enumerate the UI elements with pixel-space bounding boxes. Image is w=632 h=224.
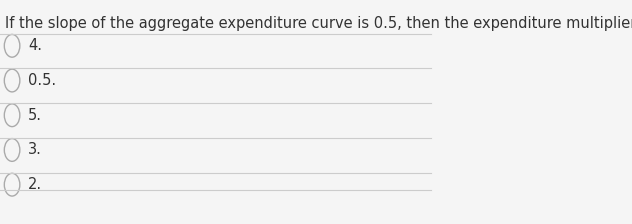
- Text: If the slope of the aggregate expenditure curve is 0.5, then the expenditure mul: If the slope of the aggregate expenditur…: [5, 16, 632, 31]
- Text: 2.: 2.: [28, 177, 42, 192]
- Text: 3.: 3.: [28, 142, 42, 157]
- Text: 4.: 4.: [28, 38, 42, 53]
- Text: 0.5.: 0.5.: [28, 73, 56, 88]
- Text: 5.: 5.: [28, 108, 42, 123]
